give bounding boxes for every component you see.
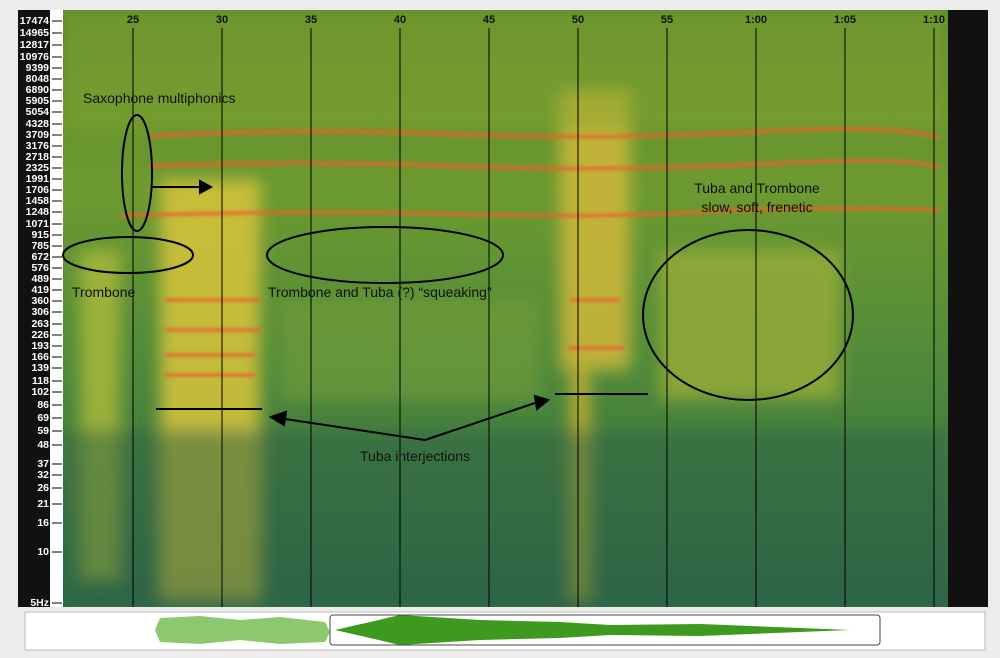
frequency-label: 1071 — [26, 218, 50, 230]
annotation-ellipse — [121, 114, 153, 232]
time-label: 30 — [216, 14, 228, 26]
frequency-label: 4328 — [26, 118, 50, 130]
frequency-label: 21 — [37, 498, 49, 510]
frequency-label: 2718 — [26, 151, 50, 163]
annotation-text: Saxophone multiphonics — [83, 90, 236, 106]
time-label: 40 — [394, 14, 406, 26]
waveform — [335, 615, 850, 645]
frequency-label: 12817 — [20, 39, 49, 51]
frequency-label: 26 — [37, 482, 49, 494]
ruler-scale — [50, 10, 63, 607]
frequency-label: 193 — [31, 340, 49, 352]
frequency-label: 3176 — [26, 140, 50, 152]
waveform — [155, 616, 330, 644]
frequency-label: 102 — [31, 386, 49, 398]
frequency-label: 489 — [31, 273, 49, 285]
frequency-label: 306 — [31, 306, 49, 318]
frequency-label: 9399 — [26, 62, 50, 74]
frequency-label: 16 — [37, 517, 49, 529]
frequency-label: 1458 — [26, 195, 50, 207]
right-panel — [948, 10, 988, 607]
annotation-text: Tuba interjections — [360, 448, 470, 464]
annotation-arrow — [284, 402, 536, 441]
frequency-label: 360 — [31, 295, 49, 307]
frequency-label: 3709 — [26, 129, 50, 141]
frequency-label: 118 — [32, 375, 49, 387]
time-label: 55 — [661, 14, 673, 26]
annotations — [62, 114, 854, 441]
frequency-label: 1706 — [26, 184, 50, 196]
frequency-label: 1991 — [26, 173, 50, 185]
frequency-label: 32 — [37, 469, 49, 481]
frequency-label: 48 — [37, 439, 49, 451]
frequency-label: 6890 — [26, 84, 50, 96]
time-label: 25 — [127, 14, 139, 26]
frequency-label: 8048 — [26, 73, 50, 85]
frequency-label: 37 — [37, 458, 49, 470]
frequency-label: 419 — [31, 284, 49, 296]
frequency-label: 1248 — [26, 206, 50, 218]
annotation-text: Trombone — [72, 284, 136, 300]
frequency-label: 86 — [37, 399, 49, 411]
annotation-text: slow, soft, frenetic — [701, 199, 812, 215]
frequency-label: 69 — [37, 412, 49, 424]
time-label: 1:00 — [745, 14, 767, 26]
frequency-label: 2325 — [26, 162, 50, 174]
frequency-label: 5Hz — [30, 597, 49, 609]
frequency-label: 226 — [31, 329, 49, 341]
spectrogram — [63, 10, 948, 607]
frequency-label: 10 — [37, 546, 49, 558]
frequency-label: 576 — [31, 262, 49, 274]
time-label: 1:05 — [834, 14, 856, 26]
frequency-label: 14965 — [20, 27, 49, 39]
frequency-label: 263 — [31, 318, 49, 330]
frequency-label: 59 — [37, 425, 49, 437]
time-label: 50 — [572, 14, 584, 26]
frequency-label: 785 — [31, 240, 49, 252]
annotation-ellipse — [642, 229, 854, 401]
frequency-label: 5905 — [26, 95, 50, 107]
frequency-label: 915 — [31, 229, 49, 241]
annotation-line — [156, 393, 648, 410]
frequency-label: 166 — [31, 351, 49, 363]
time-label: 35 — [305, 14, 317, 26]
annotation-ellipse — [62, 236, 194, 274]
frequency-label: 672 — [31, 251, 49, 263]
frequency-label: 5054 — [26, 106, 50, 118]
selection-box[interactable] — [329, 614, 881, 646]
frequency-label: 139 — [31, 362, 49, 374]
annotation-text: Tuba and Trombone — [694, 180, 820, 196]
frequency-label: 10976 — [20, 51, 49, 63]
frequency-label: 17474 — [20, 15, 49, 27]
annotation-text: Trombone and Tuba (?) “squeaking” — [268, 284, 492, 300]
time-label: 1:10 — [923, 14, 945, 26]
time-label: 45 — [483, 14, 495, 26]
annotation-ellipse — [266, 226, 504, 284]
